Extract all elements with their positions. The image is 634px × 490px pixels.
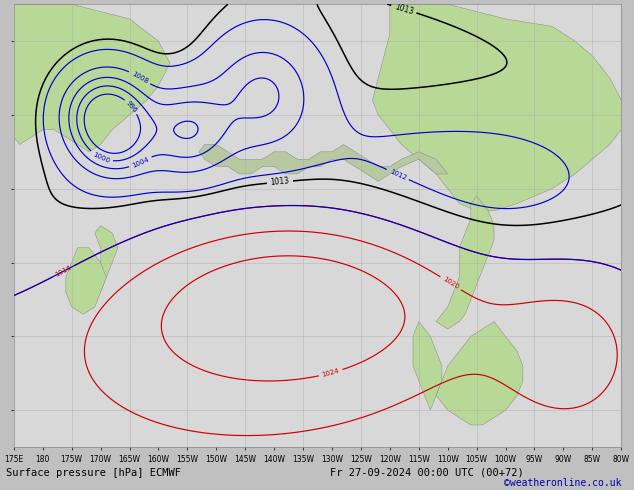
- Text: 1012: 1012: [389, 168, 407, 181]
- Text: ©weatheronline.co.uk: ©weatheronline.co.uk: [504, 478, 621, 488]
- Polygon shape: [373, 4, 621, 211]
- Text: 1013: 1013: [270, 177, 290, 188]
- Text: 996: 996: [125, 99, 138, 114]
- Polygon shape: [14, 4, 170, 152]
- Text: 1008: 1008: [131, 71, 149, 85]
- Text: Fr 27-09-2024 00:00 UTC (00+72): Fr 27-09-2024 00:00 UTC (00+72): [330, 468, 524, 478]
- Text: 1013: 1013: [393, 2, 415, 16]
- Polygon shape: [436, 321, 523, 425]
- Polygon shape: [436, 196, 494, 329]
- Text: 1004: 1004: [131, 156, 150, 169]
- Polygon shape: [199, 145, 448, 181]
- Polygon shape: [413, 321, 442, 410]
- Text: 1000: 1000: [92, 151, 110, 164]
- Polygon shape: [89, 226, 118, 299]
- Text: 1024: 1024: [321, 368, 340, 378]
- Text: Surface pressure [hPa] ECMWF: Surface pressure [hPa] ECMWF: [6, 468, 181, 478]
- Text: 1020: 1020: [441, 276, 460, 291]
- Text: 1016: 1016: [54, 265, 73, 278]
- Polygon shape: [66, 248, 107, 314]
